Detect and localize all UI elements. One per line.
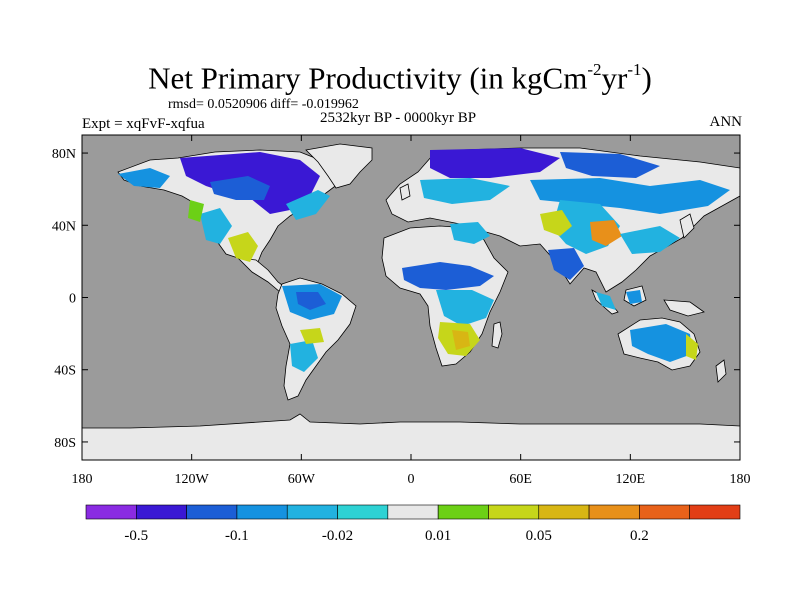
rmsd-diff-stats: rmsd= 0.0520906 diff= -0.019962 — [168, 97, 359, 112]
colorbar-swatch — [538, 504, 590, 520]
colorbar: -0.5 -0.1 -0.02 0.01 0.05 0.2 — [85, 504, 741, 544]
lon-tick-label: 60E — [509, 472, 532, 487]
lat-tick-label: 40S — [54, 364, 76, 379]
longitude-axis: 180 120W 60W 0 60E 120E 180 — [72, 135, 751, 487]
colorbar-label: 0.2 — [630, 528, 649, 544]
madagascar-landmass — [491, 321, 503, 349]
lat-tick-label: 80S — [54, 436, 76, 451]
lon-tick-label: 180 — [72, 472, 93, 487]
latitude-axis: 80N 40N 0 40S 80S — [52, 147, 740, 451]
colorbar-label: -0.02 — [322, 528, 353, 544]
antarctica-landmass — [82, 413, 740, 460]
map-title: Net Primary Productivity (in kgCm-2yr-1) — [148, 60, 652, 96]
lon-tick-label: 120W — [175, 472, 210, 487]
colorbar-swatch — [186, 504, 238, 520]
colorbar-swatch — [337, 504, 389, 520]
colorbar-swatch — [689, 504, 741, 520]
anomaly-patches — [118, 148, 730, 372]
colorbar-swatch — [488, 504, 540, 520]
colorbar-swatch — [236, 504, 288, 520]
lon-tick-label: 120E — [616, 472, 646, 487]
colorbar-label: -0.5 — [124, 528, 148, 544]
colorbar-swatch — [136, 504, 187, 520]
colorbar-label: -0.1 — [225, 528, 249, 544]
lon-tick-label: 0 — [408, 472, 415, 487]
lon-tick-label: 60W — [288, 472, 316, 487]
british-isles-landmass — [399, 183, 411, 201]
new-guinea-landmass — [663, 299, 705, 317]
colorbar-swatch — [437, 504, 489, 520]
japan-landmass — [679, 213, 695, 239]
greenland-landmass — [305, 143, 373, 189]
colorbar-swatch — [85, 504, 137, 520]
colorbar-swatch — [387, 504, 439, 520]
experiment-label: Expt = xqFvF-xqfua — [82, 116, 205, 132]
colorbar-swatch — [588, 504, 640, 520]
new-zealand-landmass — [715, 359, 727, 383]
lat-tick-label: 40N — [52, 219, 76, 234]
season-label: ANN — [709, 114, 743, 130]
lat-tick-label: 0 — [69, 292, 76, 307]
time-period-label: 2532kyr BP - 0000kyr BP — [320, 110, 477, 126]
colorbar-label: 0.05 — [526, 528, 552, 544]
colorbar-swatch — [286, 504, 338, 520]
map-field — [82, 135, 740, 460]
colorbar-label: 0.01 — [425, 528, 451, 544]
colorbar-swatch — [639, 504, 690, 520]
lat-tick-label: 80N — [52, 147, 76, 162]
lon-tick-label: 180 — [730, 472, 751, 487]
